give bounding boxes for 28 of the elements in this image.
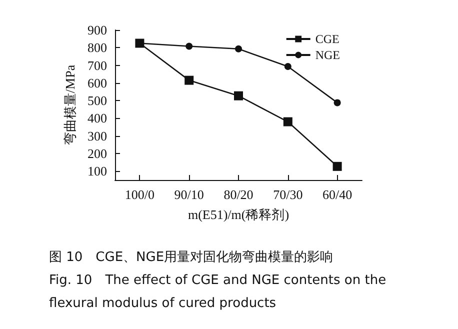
legend-label: CGE xyxy=(315,32,340,46)
y-tick-label: 200 xyxy=(88,146,107,162)
point xyxy=(334,99,341,106)
x-tick-label: 100/0 xyxy=(124,187,155,202)
y-tick-label: 600 xyxy=(88,75,107,90)
y-tick-label: 700 xyxy=(88,58,107,73)
x-tick-label: 80/20 xyxy=(224,187,254,202)
y-tick-label: 100 xyxy=(88,164,107,179)
legend-label: NGE xyxy=(315,48,340,62)
caption: Fig. 10 The effect of CGE and NGE contents on the flexural modulus of cured products xyxy=(49,273,390,311)
point xyxy=(186,42,193,50)
point xyxy=(234,91,243,100)
y-tick-label: 400 xyxy=(88,110,107,126)
x-tick-label: 60/40 xyxy=(322,187,352,202)
point xyxy=(235,45,242,52)
caption: 图 10 CGE、NGE用量对固化物弯曲模量的影响 xyxy=(49,249,334,265)
point xyxy=(332,162,342,171)
point xyxy=(184,76,194,85)
point xyxy=(283,117,292,126)
y-tick-label: 300 xyxy=(88,128,107,144)
x-axis-title: m(E51)/m(稀释剂) xyxy=(188,207,290,222)
y-tick-label: 900 xyxy=(88,22,107,38)
y-tick-label: 800 xyxy=(88,40,107,56)
x-tick-label: 70/30 xyxy=(273,187,303,202)
y-tick-label: 500 xyxy=(88,93,107,108)
y-axis-title: 弯曲模量/MPa xyxy=(62,64,78,146)
point xyxy=(284,63,292,70)
x-tick-label: 90/10 xyxy=(174,187,204,202)
